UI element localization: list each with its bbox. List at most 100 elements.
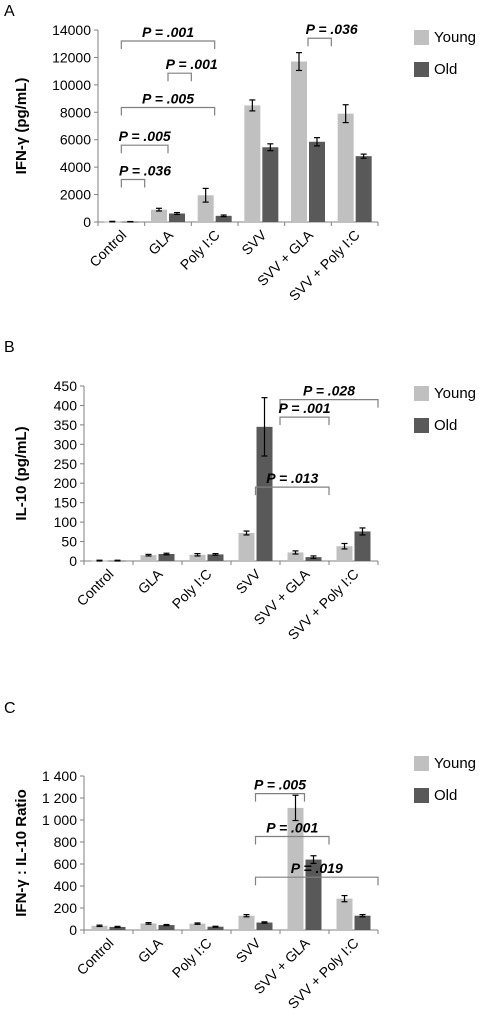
significance-bracket: [167, 72, 192, 82]
p-value-label: P = .005: [142, 90, 194, 106]
legend-swatch-old: [414, 418, 429, 433]
legend-label-young: Young: [434, 29, 476, 46]
y-tick-label: 350: [54, 417, 78, 433]
bar-old-2: [215, 215, 232, 222]
x-tick-label: Control: [86, 227, 129, 270]
p-value-label: P = .005: [119, 128, 171, 144]
significance-bracket: [254, 793, 306, 802]
y-tick-label: 450: [54, 378, 78, 394]
y-tick-label: 1 400: [42, 768, 77, 784]
p-value-label: P = .001: [266, 820, 318, 836]
p-value-label: P = .005: [254, 777, 306, 793]
y-tick-label: 50: [61, 534, 77, 550]
bar-old-2: [207, 554, 224, 561]
y-tick-label: 0: [83, 214, 91, 230]
bar-young-4: [291, 61, 307, 222]
panel-letter: A: [4, 3, 15, 20]
panel-a: A 0 2000 4000 6000 8000 10000 12000 14000 IFN-γ (…: [4, 3, 476, 304]
bar-young-0: [91, 925, 108, 930]
y-tick-label: 600: [54, 856, 78, 872]
bar-old-4: [309, 141, 325, 222]
bar-young-3: [244, 105, 261, 222]
y-tick-label: 800: [54, 834, 78, 850]
bar-old-5: [354, 915, 371, 930]
significance-bracket: [307, 37, 332, 47]
significance-bracket: [254, 486, 330, 496]
bar-old-5: [355, 156, 372, 222]
bar-old-0: [109, 926, 126, 930]
bar-young-1: [140, 923, 157, 930]
legend-label-young: Young: [434, 385, 476, 402]
legend-swatch-young: [414, 386, 429, 401]
y-tick-label: 10000: [52, 77, 91, 93]
x-tick-label: GLA: [134, 934, 166, 966]
y-tick-label: 14000: [52, 22, 91, 38]
bar-old-3: [256, 426, 273, 561]
y-tick-label: 150: [54, 495, 78, 511]
y-tick-label: 1 000: [42, 812, 77, 828]
x-tick-label: Control: [73, 566, 116, 609]
bar-young-1: [140, 555, 157, 561]
y-tick-label: 0: [69, 553, 77, 569]
x-tick-label: SVV: [232, 565, 264, 597]
x-tick-label: Poly I:C: [169, 566, 215, 612]
y-tick-label: 400: [54, 397, 78, 413]
significance-bracket: [279, 399, 379, 408]
bar-young-3: [238, 533, 255, 561]
legend-label-old: Old: [434, 417, 457, 434]
y-tick-label: 400: [54, 878, 78, 894]
bar-young-5: [336, 898, 353, 930]
y-tick-label: 200: [54, 475, 78, 491]
y-tick-label: 250: [54, 456, 78, 472]
panel-c: C 0 200 400 600 800 1 000 1 200 1 400 IFN-γ : IL-…: [4, 700, 476, 1012]
p-value-label: P = .013: [266, 470, 318, 486]
y-tick-label: 200: [54, 900, 78, 916]
panel-b: B 0 50 100 150 200 250 300 350 400 450 IL-10 (pg/mL…: [4, 339, 476, 643]
bar-old-1: [158, 554, 175, 561]
y-axis-label: IL-10 (pg/mL): [13, 426, 30, 520]
panel-letter: B: [4, 339, 15, 356]
bar-young-2: [189, 554, 206, 561]
significance-bracket: [120, 40, 216, 49]
legend-label-young: Young: [434, 755, 476, 772]
legend-label-old: Old: [434, 61, 457, 78]
legend-label-old: Old: [434, 787, 457, 804]
x-tick-label: SVV: [238, 226, 270, 258]
bar-young-4: [287, 807, 304, 930]
legend-swatch-young: [414, 30, 429, 45]
bar-young-5: [336, 546, 353, 561]
significance-bracket: [254, 835, 330, 845]
bar-old-1: [169, 213, 185, 222]
y-tick-label: 8000: [60, 104, 91, 120]
p-value-label: P = .036: [306, 21, 358, 37]
bar-young-3: [238, 915, 255, 930]
bar-old-3: [256, 922, 273, 930]
legend-swatch-old: [414, 62, 429, 77]
bar-young-5: [337, 113, 354, 222]
bar-old-5: [354, 531, 371, 561]
legend-swatch-young: [414, 756, 429, 771]
x-tick-label: GLA: [134, 565, 166, 597]
bar-old-3: [262, 147, 279, 222]
p-value-label: P = .001: [142, 24, 194, 40]
legend-swatch-old: [414, 788, 429, 803]
panel-letter: C: [4, 700, 16, 717]
y-tick-label: 2000: [60, 187, 91, 203]
significance-bracket: [279, 416, 330, 426]
bar-young-2: [189, 923, 206, 930]
p-value-label: P = .036: [119, 162, 171, 178]
x-tick-label: Control: [73, 935, 116, 978]
significance-bracket: [120, 106, 216, 116]
y-tick-label: 100: [54, 514, 78, 530]
significance-bracket: [254, 876, 379, 886]
bar-old-1: [158, 925, 175, 930]
p-value-label: P = .028: [303, 383, 355, 399]
y-tick-label: 0: [69, 922, 77, 938]
y-axis-label: IFN-γ : IL-10 Ratio: [13, 789, 30, 917]
p-value-label: P = .001: [278, 400, 330, 416]
bar-young-4: [287, 552, 304, 561]
y-tick-label: 4000: [60, 159, 91, 175]
y-tick-label: 6000: [60, 132, 91, 148]
bar-young-2: [197, 195, 214, 222]
